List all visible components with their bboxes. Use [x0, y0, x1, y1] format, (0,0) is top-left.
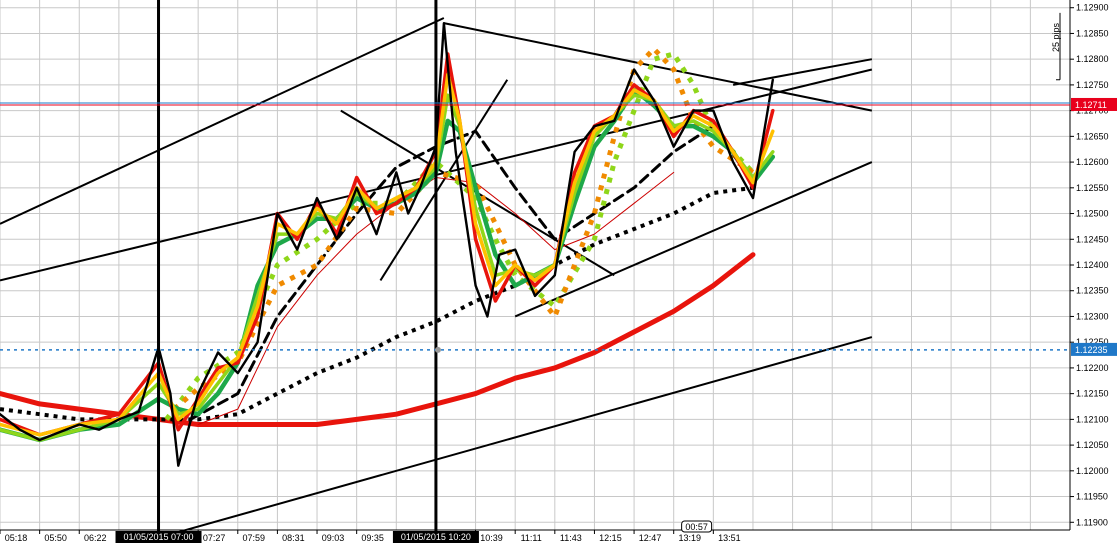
y-tick-label: 1.12250 — [1076, 337, 1109, 347]
x-tick-label: 12:47 — [639, 533, 662, 543]
x-tick-label: 08:31 — [282, 533, 305, 543]
x-tick-label: 05:50 — [44, 533, 67, 543]
chart-series — [0, 22, 776, 467]
vertical-marker-label: 01/05/2015 10:20 — [401, 532, 471, 542]
vertical-marker-badge — [392, 531, 479, 543]
y-tick-label: 1.11900 — [1076, 517, 1108, 527]
pips-scale-label: 25 pips — [1051, 22, 1061, 52]
trendline — [443, 22, 873, 112]
trendline — [732, 58, 873, 86]
trendline — [379, 79, 509, 281]
y-tick-label: 1.12800 — [1076, 54, 1109, 64]
x-tick-label: 09:35 — [361, 533, 384, 543]
y-tick-label: 1.12300 — [1076, 311, 1109, 321]
x-tick-label: 09:03 — [322, 533, 345, 543]
x-tick-label: 07:59 — [243, 533, 266, 543]
y-tick-label: 1.12200 — [1076, 363, 1109, 373]
y-tick-label: 1.12100 — [1076, 414, 1109, 424]
x-tick-label: 12:15 — [599, 533, 622, 543]
vertical-markers: 01/05/2015 07:00 01/05/2015 10:20 — [115, 0, 479, 543]
price-overlays — [0, 102, 1070, 353]
current-price-label: 1.12711 — [1075, 100, 1107, 110]
countdown-label: 00:57 — [685, 522, 708, 532]
series-line-10 — [0, 252, 756, 427]
trendline — [158, 336, 873, 539]
series-line-0 — [0, 22, 774, 467]
x-tick-label: 05:18 — [5, 533, 28, 543]
x-tick-label: 13:51 — [718, 533, 741, 543]
series-line-3 — [0, 93, 775, 442]
y-tick-label: 1.12400 — [1076, 260, 1109, 270]
y-tick-label: 1.12650 — [1076, 131, 1109, 141]
level-label: 1.12235 — [1075, 345, 1108, 355]
level-anchor-dot — [435, 346, 441, 353]
x-tick-label: 06:22 — [84, 533, 107, 543]
y-tick-label: 1.12450 — [1076, 234, 1109, 244]
x-tick-label: 11:43 — [560, 533, 582, 543]
y-tick-label: 1.12000 — [1076, 466, 1109, 476]
trendline — [514, 161, 873, 318]
y-tick-label: 1.12600 — [1076, 157, 1109, 167]
y-tick-label: 1.12550 — [1076, 183, 1109, 193]
y-tick-label: 1.12050 — [1076, 440, 1109, 450]
y-axis-panel — [1070, 0, 1117, 553]
y-tick-label: 1.12850 — [1076, 28, 1109, 38]
x-tick-label: 13:19 — [678, 533, 701, 543]
y-tick-label: 1.12350 — [1076, 286, 1109, 296]
x-axis: 05:18 05:50 06:22 07:27 07:59 08:31 09:03 09:35… — [0, 520, 1070, 543]
y-tick-label: 1.12150 — [1076, 389, 1109, 399]
y-axis: 1.129001.128501.128001.127501.127001.126… — [1051, 0, 1117, 553]
series-line-5 — [164, 51, 755, 421]
y-tick-label: 1.12500 — [1076, 209, 1109, 219]
trendline — [0, 17, 445, 225]
vertical-marker-badge — [115, 531, 202, 543]
y-tick-label: 1.12900 — [1076, 3, 1109, 13]
current-price-badge — [1071, 97, 1117, 111]
y-tick-label: 1.12750 — [1076, 80, 1109, 90]
level-badge — [1071, 342, 1117, 356]
vertical-marker-label: 01/05/2015 07:00 — [123, 532, 193, 542]
chart-grid — [0, 0, 1071, 530]
y-tick-label: 1.11950 — [1076, 492, 1108, 502]
x-tick-label: 07:27 — [203, 533, 226, 543]
x-tick-label: 11:11 — [521, 533, 542, 543]
x-tick-label: 10:39 — [480, 533, 503, 543]
countdown-badge — [681, 520, 713, 533]
series-line-7 — [188, 124, 755, 421]
series-line-6 — [172, 46, 755, 411]
series-line-9 — [0, 185, 754, 422]
